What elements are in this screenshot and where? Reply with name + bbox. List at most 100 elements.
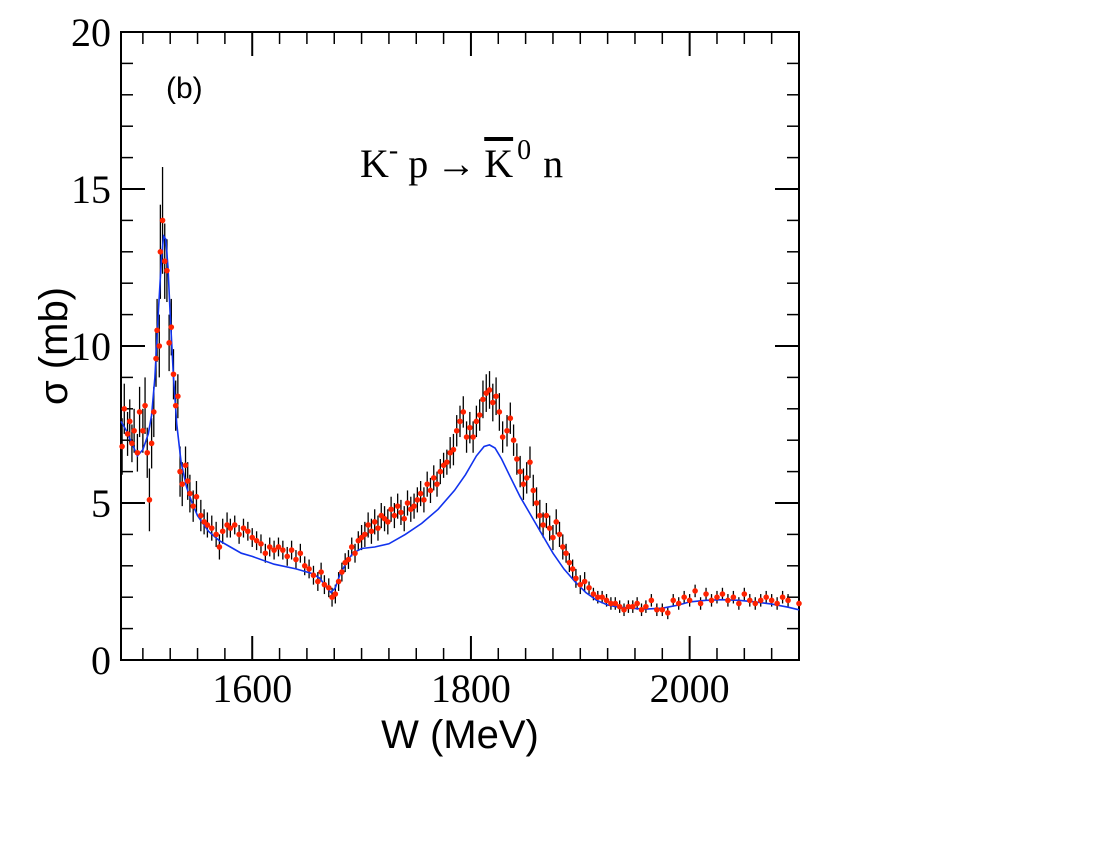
data-point	[121, 406, 128, 412]
error-bars	[121, 167, 800, 620]
data-point	[537, 512, 543, 519]
data-point	[134, 449, 141, 456]
data-point	[638, 606, 645, 613]
data-point	[569, 566, 576, 572]
data-point	[590, 591, 597, 597]
data-point	[550, 534, 556, 541]
data-point	[757, 597, 764, 604]
y-axis-title: σ (mb)	[32, 287, 76, 405]
data-point	[159, 217, 166, 224]
data-point	[352, 550, 358, 557]
data-point	[692, 588, 698, 594]
data-point	[476, 412, 483, 418]
data-point	[204, 522, 211, 528]
data-point	[559, 544, 566, 550]
data-point	[450, 446, 457, 453]
data-point	[236, 531, 242, 538]
data-point	[785, 597, 791, 604]
data-point	[297, 550, 304, 557]
data-point	[768, 597, 775, 604]
x-tick-label: 1800	[431, 666, 511, 711]
reaction-kbar-charge: 0	[517, 135, 531, 166]
data-point	[507, 415, 514, 422]
data-point	[157, 249, 164, 255]
data-point	[154, 327, 160, 334]
data-point	[253, 537, 260, 544]
data-point	[321, 581, 328, 588]
data-point	[421, 497, 427, 503]
data-point	[375, 525, 381, 531]
reaction-k: K	[360, 141, 389, 186]
data-point	[490, 399, 496, 406]
data-point	[345, 556, 352, 563]
data-point	[398, 509, 404, 516]
data-point	[142, 402, 148, 409]
data-point	[603, 597, 610, 604]
data-point	[325, 584, 332, 591]
data-point	[725, 597, 731, 604]
data-point	[136, 409, 143, 415]
data-point	[654, 606, 660, 613]
data-point	[625, 603, 632, 610]
data-point	[659, 606, 666, 613]
y-tick-label: 10	[71, 324, 111, 369]
data-point	[249, 534, 256, 541]
reaction-arrow: →	[436, 141, 476, 186]
data-point	[161, 258, 168, 265]
data-point	[457, 418, 463, 425]
data-point	[335, 578, 342, 585]
data-point	[763, 594, 769, 600]
data-point	[318, 569, 324, 575]
data-point	[153, 355, 159, 362]
reaction-n: n	[543, 141, 563, 186]
data-point	[417, 490, 424, 497]
data-point	[648, 597, 655, 604]
data-point	[527, 459, 533, 465]
data-point	[301, 563, 308, 569]
plot-frame	[120, 31, 800, 661]
data-point	[168, 324, 175, 330]
data-point	[556, 531, 563, 538]
data-point	[385, 519, 391, 525]
data-point	[634, 600, 640, 607]
data-point	[140, 427, 146, 434]
data-point	[126, 418, 133, 425]
data-point	[164, 267, 170, 274]
data-point	[348, 544, 355, 550]
data-point	[741, 591, 748, 597]
data-point	[131, 427, 137, 434]
data-point	[404, 500, 411, 506]
data-point	[533, 500, 540, 506]
data-point	[563, 550, 569, 557]
data-point	[470, 434, 476, 440]
data-point	[612, 600, 619, 607]
panel-label: (b)	[166, 72, 203, 105]
data-point	[779, 594, 786, 600]
data-point	[514, 456, 520, 462]
data-point	[460, 409, 467, 415]
reaction-label: K-p → K 0 n	[360, 135, 563, 186]
data-point	[227, 525, 234, 531]
data-point	[467, 424, 473, 431]
data-point	[266, 544, 273, 550]
data-point	[179, 481, 186, 487]
data-point	[546, 525, 553, 531]
data-point	[151, 409, 157, 415]
x-axis-title: W (MeV)	[381, 713, 539, 757]
data-point	[371, 519, 378, 525]
data-point	[586, 584, 592, 591]
data-point	[437, 468, 444, 475]
data-point	[262, 550, 269, 557]
reaction-p: p	[408, 141, 428, 186]
data-point	[621, 606, 627, 613]
x-tick-label: 1600	[212, 666, 292, 711]
data-point	[504, 427, 510, 434]
data-point	[675, 600, 682, 607]
data-point	[736, 600, 742, 607]
data-point	[284, 553, 291, 560]
data-point	[566, 559, 573, 566]
data-point	[424, 481, 430, 487]
data-point	[368, 528, 375, 535]
data-point	[444, 459, 450, 465]
y-tick-label: 0	[91, 638, 111, 683]
